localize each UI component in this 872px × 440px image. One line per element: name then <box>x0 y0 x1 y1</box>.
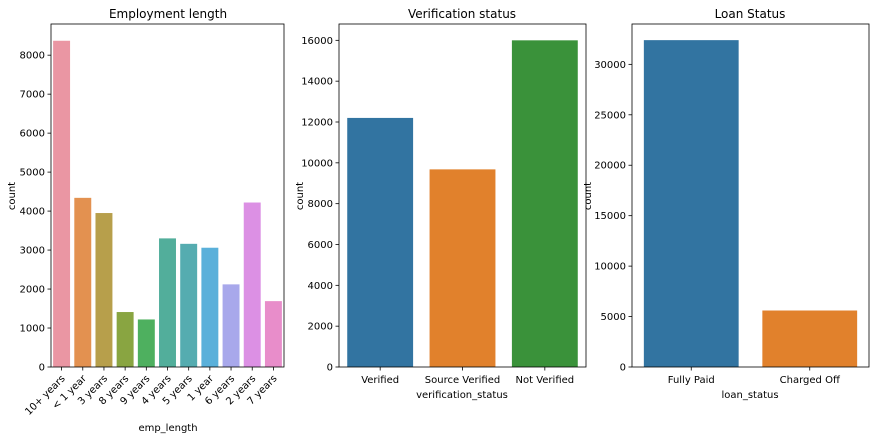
bar-10 <box>264 301 282 367</box>
plot-frame <box>338 23 587 368</box>
chart-loan-status: Loan Status count loan_status 0 5000 10000… <box>583 7 870 401</box>
y-tick-label: 5000 <box>601 312 626 323</box>
x-tick-label: Source Verified <box>425 375 500 386</box>
bar-2 <box>95 213 113 367</box>
bar-3 <box>116 312 134 367</box>
bar-5 <box>159 238 176 368</box>
y-tick-label: 1000 <box>20 324 45 335</box>
chart-verification-status: Verification status count verification_s… <box>295 7 587 401</box>
bar-0 <box>53 40 71 367</box>
bar-8 <box>222 284 240 367</box>
y-tick-label: 4000 <box>20 207 45 218</box>
y-tick-label: 16000 <box>301 36 333 47</box>
y-tick-label: 6000 <box>20 129 45 140</box>
y-ticks: 0 5000 10000 15000 20000 25000 30000 <box>594 60 632 374</box>
x-ticks: Verified Source Verified Not Verified <box>361 367 574 386</box>
chart-employment-length: Employment length count emp_length 0 1000… <box>7 7 285 434</box>
x-axis-label: emp_length <box>138 423 197 434</box>
bars <box>53 40 282 368</box>
x-axis-label: verification_status <box>416 390 508 401</box>
plot-frame <box>50 23 285 368</box>
y-tick-label: 14000 <box>301 77 333 88</box>
bar-2 <box>511 40 578 367</box>
y-tick-label: 12000 <box>301 118 333 129</box>
y-ticks: 0 1000 2000 3000 4000 5000 6000 7000 8000 <box>20 51 51 374</box>
x-ticks: Fully Paid Charged Off <box>668 367 841 386</box>
y-tick-label: 2000 <box>20 285 45 296</box>
x-tick-label: Charged Off <box>780 375 841 386</box>
y-tick-label: 3000 <box>20 246 45 257</box>
bar-7 <box>201 247 219 367</box>
bars <box>347 40 578 367</box>
y-tick-label: 0 <box>327 363 333 374</box>
y-tick-label: 8000 <box>20 51 45 62</box>
y-tick-label: 2000 <box>308 322 333 333</box>
bars <box>643 40 858 367</box>
bar-1 <box>74 197 92 367</box>
y-tick-label: 7000 <box>20 90 45 101</box>
y-axis-label: count <box>583 182 594 210</box>
y-tick-label: 25000 <box>594 110 626 121</box>
bar-0 <box>643 40 739 367</box>
y-tick-label: 10000 <box>594 262 626 273</box>
y-tick-label: 0 <box>620 363 626 374</box>
bar-9 <box>243 202 261 367</box>
chart-title: Verification status <box>408 7 516 21</box>
chart-title: Loan Status <box>715 7 786 21</box>
y-tick-label: 30000 <box>594 60 626 71</box>
y-ticks: 0 2000 4000 6000 8000 10000 12000 14000 16000 <box>301 36 339 374</box>
y-axis-label: count <box>295 182 306 210</box>
x-tick-label: Fully Paid <box>668 375 715 386</box>
bar-4 <box>137 319 155 367</box>
y-tick-label: 0 <box>39 363 45 374</box>
x-tick-label: Verified <box>361 375 399 386</box>
chart-title: Employment length <box>109 7 227 21</box>
y-tick-label: 6000 <box>308 240 333 251</box>
y-tick-label: 5000 <box>20 168 45 179</box>
x-axis-label: loan_status <box>721 390 778 401</box>
bar-1 <box>429 169 496 367</box>
y-tick-label: 4000 <box>308 281 333 292</box>
bar-0 <box>347 117 414 367</box>
y-axis-label: count <box>7 182 18 210</box>
y-tick-label: 8000 <box>308 199 333 210</box>
x-tick-label: Not Verified <box>516 375 575 386</box>
y-tick-label: 20000 <box>594 161 626 172</box>
bar-1 <box>762 310 858 367</box>
y-tick-label: 15000 <box>594 211 626 222</box>
plot-frame <box>631 23 870 368</box>
y-tick-label: 10000 <box>301 158 333 169</box>
bar-6 <box>180 243 198 367</box>
